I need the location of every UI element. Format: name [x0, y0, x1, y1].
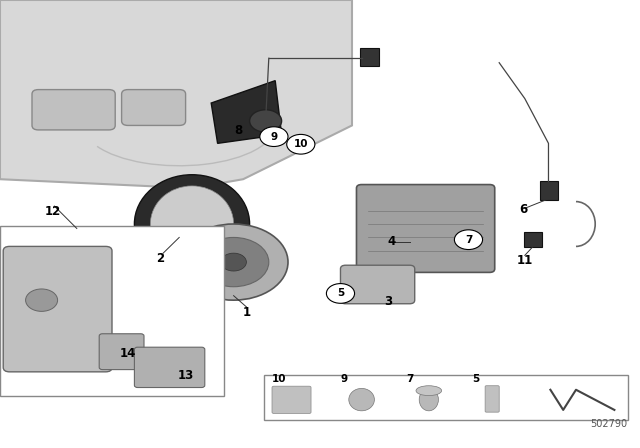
Text: 6: 6 — [520, 203, 527, 216]
FancyBboxPatch shape — [540, 181, 558, 200]
Text: 7: 7 — [465, 235, 472, 245]
FancyBboxPatch shape — [0, 226, 224, 396]
Circle shape — [326, 284, 355, 303]
Text: 10: 10 — [272, 374, 287, 383]
Circle shape — [198, 237, 269, 287]
Text: 10: 10 — [294, 139, 308, 149]
Text: 9: 9 — [270, 132, 278, 142]
Ellipse shape — [134, 175, 250, 273]
FancyBboxPatch shape — [3, 246, 112, 372]
Circle shape — [454, 230, 483, 250]
FancyBboxPatch shape — [99, 334, 144, 370]
Circle shape — [260, 127, 288, 146]
Text: 11: 11 — [516, 254, 533, 267]
FancyBboxPatch shape — [340, 265, 415, 304]
Circle shape — [250, 110, 282, 132]
FancyBboxPatch shape — [485, 386, 499, 412]
Text: 7: 7 — [406, 374, 414, 383]
FancyBboxPatch shape — [272, 386, 311, 414]
Ellipse shape — [150, 186, 234, 262]
Text: 1: 1 — [243, 306, 250, 319]
FancyBboxPatch shape — [356, 185, 495, 272]
Text: 8: 8 — [235, 124, 243, 138]
Text: 13: 13 — [177, 369, 194, 382]
Ellipse shape — [419, 388, 438, 411]
Circle shape — [287, 134, 315, 154]
Polygon shape — [0, 0, 352, 188]
Text: 5: 5 — [337, 289, 344, 298]
FancyBboxPatch shape — [264, 375, 628, 420]
Text: 9: 9 — [340, 374, 348, 383]
FancyBboxPatch shape — [32, 90, 115, 130]
Text: 3: 3 — [385, 294, 392, 308]
Text: 5: 5 — [472, 374, 479, 383]
Circle shape — [26, 289, 58, 311]
Text: 14: 14 — [120, 347, 136, 361]
Text: 502790: 502790 — [590, 419, 627, 429]
Ellipse shape — [349, 388, 374, 411]
Text: 12: 12 — [44, 205, 61, 219]
FancyBboxPatch shape — [122, 90, 186, 125]
FancyBboxPatch shape — [524, 232, 542, 247]
Ellipse shape — [416, 386, 442, 396]
Circle shape — [221, 253, 246, 271]
Polygon shape — [211, 81, 282, 143]
FancyBboxPatch shape — [360, 48, 379, 66]
FancyBboxPatch shape — [134, 347, 205, 388]
Circle shape — [179, 224, 288, 300]
Text: 2: 2 — [156, 252, 164, 266]
Text: 4: 4 — [388, 235, 396, 249]
